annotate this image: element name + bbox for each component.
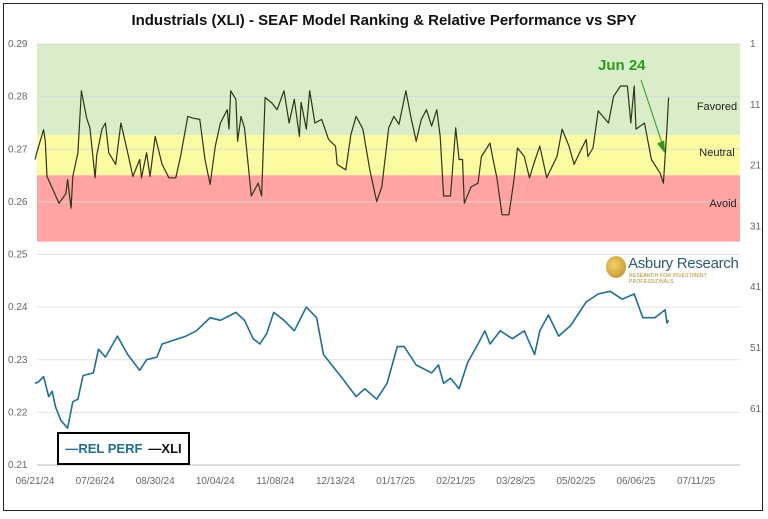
y-right-tick-label: 51 bbox=[750, 343, 762, 354]
band-favored bbox=[37, 44, 740, 136]
series-line-rel-perf bbox=[34, 290, 670, 430]
x-tick-label: 11/08/24 bbox=[256, 476, 295, 487]
x-tick-label: 03/28/25 bbox=[496, 476, 535, 487]
y-left-tick-label: 0.28 bbox=[8, 92, 28, 103]
band-label-avoid: Avoid bbox=[709, 198, 736, 210]
logo-mark-icon bbox=[606, 256, 626, 278]
x-tick-label: 06/21/24 bbox=[16, 476, 55, 487]
x-tick-label: 06/06/25 bbox=[616, 476, 655, 487]
band-avoid bbox=[37, 175, 740, 242]
y-left-tick-label: 0.24 bbox=[8, 302, 28, 313]
legend-item-xli: —XLI bbox=[148, 441, 182, 456]
series-line-xli bbox=[34, 85, 670, 216]
y-right-tick-label: 31 bbox=[750, 221, 762, 232]
x-tick-label: 12/13/24 bbox=[316, 476, 355, 487]
annotation-arrow-line bbox=[640, 79, 663, 144]
y-right-tick-label: 41 bbox=[750, 282, 762, 293]
y-right-tick-label: 21 bbox=[750, 161, 762, 172]
chart-title: Industrials (XLI) - SEAF Model Ranking &… bbox=[131, 12, 637, 29]
logo-tagline: RESEARCH FOR INVESTMENT PROFESSIONALS bbox=[629, 273, 707, 285]
legend-item-rel-perf: —REL PERF bbox=[65, 441, 143, 456]
y-left-tick-label: 0.21 bbox=[8, 460, 28, 471]
asbury-logo: Asbury Research RESEARCH FOR INVESTMENT … bbox=[604, 255, 744, 285]
logo-name: Asbury Research bbox=[628, 255, 739, 272]
x-tick-label: 10/04/24 bbox=[196, 476, 235, 487]
band-label-neutral: Neutral bbox=[699, 147, 734, 159]
y-left-tick-label: 0.25 bbox=[8, 250, 28, 261]
legend: —REL PERF —XLI bbox=[57, 432, 190, 465]
x-tick-label: 01/17/25 bbox=[376, 476, 415, 487]
y-left-tick-label: 0.27 bbox=[8, 144, 28, 155]
y-left-tick-label: 0.26 bbox=[8, 197, 28, 208]
x-tick-label: 05/02/25 bbox=[556, 476, 595, 487]
y-left-tick-label: 0.29 bbox=[8, 39, 28, 50]
chart-frame bbox=[3, 3, 763, 511]
annotation-jun24: Jun 24 bbox=[598, 57, 646, 74]
x-tick-label: 02/21/25 bbox=[436, 476, 475, 487]
y-left-tick-label: 0.23 bbox=[8, 355, 28, 366]
annotation-arrowhead-icon bbox=[657, 140, 666, 154]
x-tick-label: 07/11/25 bbox=[677, 476, 716, 487]
x-tick-label: 08/30/24 bbox=[136, 476, 175, 487]
band-neutral bbox=[37, 135, 740, 176]
band-label-favored: Favored bbox=[697, 101, 737, 113]
y-right-tick-label: 1 bbox=[750, 39, 756, 50]
x-tick-label: 07/26/24 bbox=[76, 476, 115, 487]
y-left-tick-label: 0.22 bbox=[8, 407, 28, 418]
y-right-tick-label: 11 bbox=[750, 100, 761, 111]
y-right-tick-label: 61 bbox=[750, 404, 762, 415]
